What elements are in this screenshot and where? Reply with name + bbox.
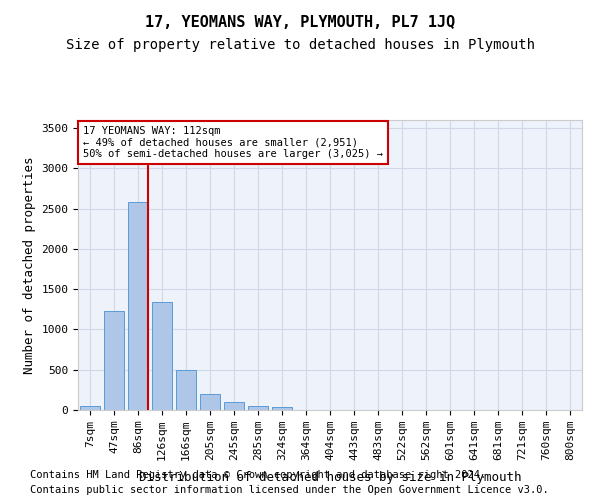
Text: 17, YEOMANS WAY, PLYMOUTH, PL7 1JQ: 17, YEOMANS WAY, PLYMOUTH, PL7 1JQ: [145, 15, 455, 30]
X-axis label: Distribution of detached houses by size in Plymouth: Distribution of detached houses by size …: [139, 472, 521, 484]
Bar: [248, 406, 268, 410]
Bar: [104, 311, 124, 410]
Bar: [176, 370, 196, 410]
Bar: [152, 302, 172, 410]
Bar: [80, 406, 100, 410]
Text: Contains public sector information licensed under the Open Government Licence v3: Contains public sector information licen…: [30, 485, 549, 495]
Bar: [224, 402, 244, 410]
Bar: [128, 202, 148, 410]
Y-axis label: Number of detached properties: Number of detached properties: [23, 156, 36, 374]
Text: Contains HM Land Registry data © Crown copyright and database right 2024.: Contains HM Land Registry data © Crown c…: [30, 470, 486, 480]
Bar: [200, 394, 220, 410]
Bar: [272, 407, 292, 410]
Text: Size of property relative to detached houses in Plymouth: Size of property relative to detached ho…: [65, 38, 535, 52]
Text: 17 YEOMANS WAY: 112sqm
← 49% of detached houses are smaller (2,951)
50% of semi-: 17 YEOMANS WAY: 112sqm ← 49% of detached…: [83, 126, 383, 159]
